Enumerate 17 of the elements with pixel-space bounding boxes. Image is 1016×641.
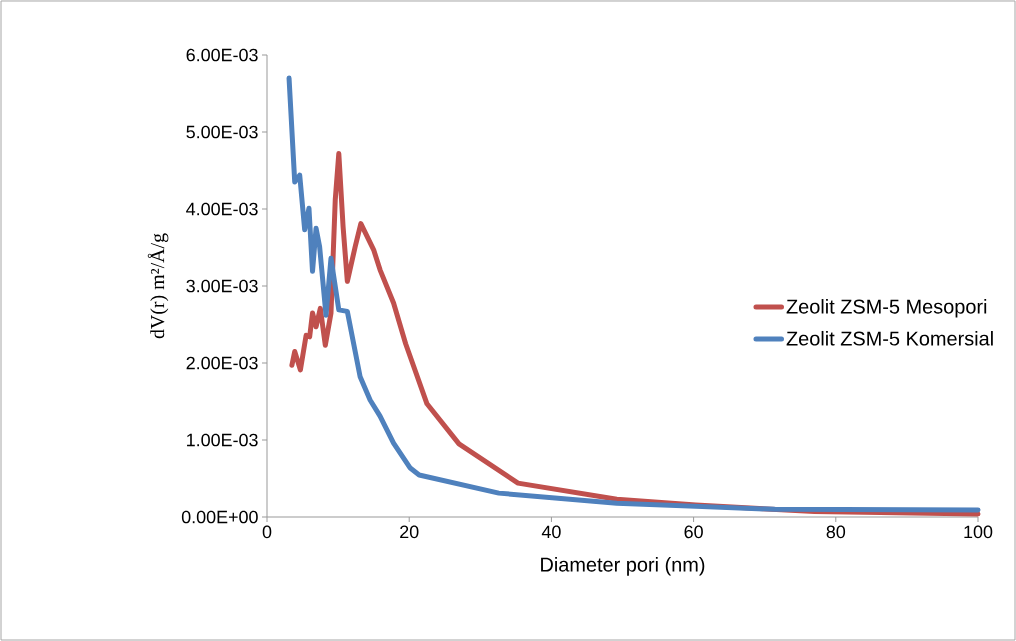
y-tick-label: 6.00E-03 <box>186 48 258 62</box>
y-tick-label: 4.00E-03 <box>186 202 258 216</box>
legend-label: Zeolit ZSM-5 Mesopori <box>786 299 987 318</box>
x-tick-label: 100 <box>964 525 993 539</box>
x-tick-label: 20 <box>400 525 419 539</box>
x-tick-label: 40 <box>541 525 561 539</box>
y-tick-label: 3.00E-03 <box>186 279 258 293</box>
y-tick-label: 2.00E-03 <box>186 356 258 370</box>
legend-label: Zeolit ZSM-5 Komersial <box>786 330 993 346</box>
y-tick-label: 1.00E-03 <box>187 433 258 447</box>
x-tick-label: 80 <box>826 525 846 539</box>
y-tick-label: 0.00E+00 <box>181 510 258 524</box>
x-tick-label: 0 <box>262 525 272 539</box>
x-axis-title: Diameter pori (nm) <box>541 557 705 576</box>
y-tick-label: 5.00E-03 <box>186 125 258 139</box>
y-axis-title: dV(r) m²/Å/g <box>147 233 169 339</box>
x-tick-label: 60 <box>684 525 703 539</box>
